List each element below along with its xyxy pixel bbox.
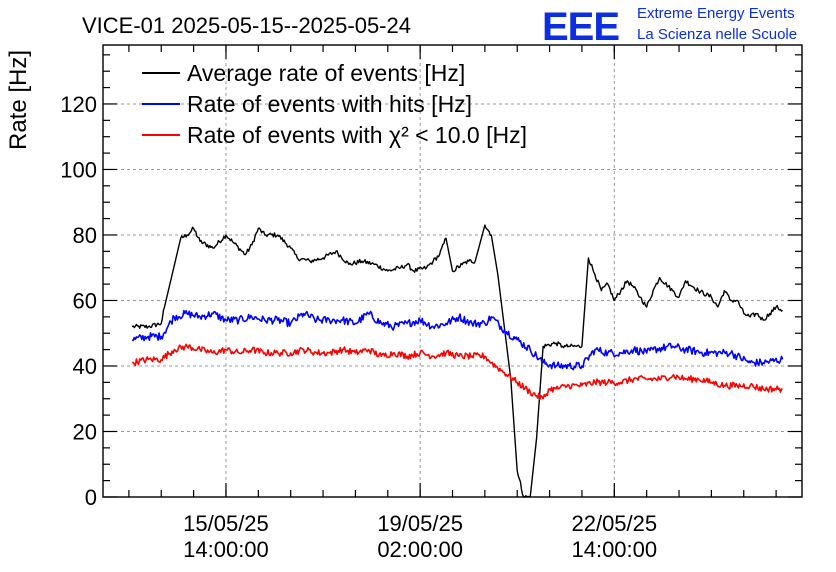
legend-label: Rate of events with hits [Hz] (187, 91, 472, 117)
logo-mark: EEE (542, 5, 619, 49)
legend-label: Average rate of events [Hz] (187, 60, 465, 86)
grid (103, 45, 802, 497)
legend-entry-average: Average rate of events [Hz] (142, 60, 465, 86)
x-tick-labels: 15/05/2514:00:0019/05/2502:00:0022/05/25… (183, 511, 657, 562)
y-tick-label: 120 (60, 92, 97, 117)
x-tick-label-date: 15/05/25 (183, 511, 269, 536)
x-tick-label-time: 14:00:00 (183, 537, 269, 562)
x-tick-label-date: 19/05/25 (377, 511, 463, 536)
logo-line-1: Extreme Energy Events (637, 5, 795, 22)
x-tick-label-time: 14:00:00 (571, 537, 657, 562)
eee-logo: EEE Extreme Energy Events La Scienza nel… (542, 5, 797, 49)
y-tick-label: 80 (73, 223, 97, 248)
x-tick-label-time: 02:00:00 (377, 537, 463, 562)
series-rate-with-hits (131, 309, 784, 371)
legend-entry-chi2: Rate of events with χ² < 10.0 [Hz] (142, 122, 527, 148)
chart-title: VICE-01 2025-05-15--2025-05-24 (82, 13, 411, 38)
legend-entry-hits: Rate of events with hits [Hz] (142, 91, 472, 117)
series-average-rate (131, 224, 784, 498)
legend-label: Rate of events with χ² < 10.0 [Hz] (187, 122, 527, 148)
y-tick-label: 60 (73, 288, 97, 313)
y-axis-label: Rate [Hz] (5, 50, 32, 150)
ticks (103, 45, 802, 498)
series-rate-chi2 (131, 343, 783, 401)
y-tick-label: 20 (73, 419, 97, 444)
logo-line-2: La Scienza nelle Scuole (637, 26, 797, 43)
y-tick-labels: 0 20 40 60 80 100 120 (60, 92, 97, 510)
series-group (131, 224, 784, 498)
y-tick-label: 100 (60, 157, 97, 182)
x-tick-label-date: 22/05/25 (571, 511, 657, 536)
legend: Average rate of events [Hz] Rate of event… (142, 60, 527, 148)
y-tick-label: 0 (85, 485, 97, 510)
y-tick-label: 40 (73, 354, 97, 379)
